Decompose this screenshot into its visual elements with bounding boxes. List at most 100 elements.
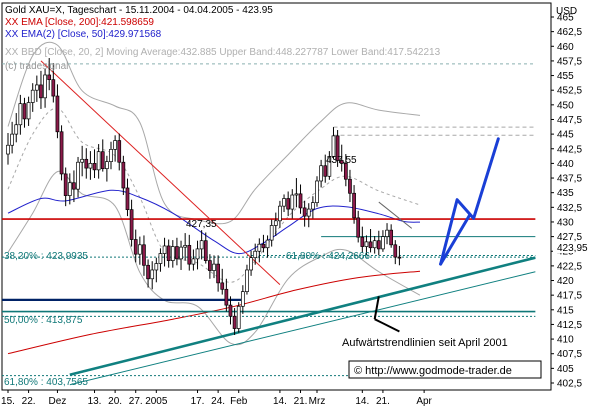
blue-forecast-arrow xyxy=(439,137,500,266)
candle-up xyxy=(327,156,332,177)
x-tick-label: Dez xyxy=(49,396,67,407)
candle-up xyxy=(34,84,39,91)
ema50-line xyxy=(7,189,421,255)
candle-up xyxy=(282,198,286,207)
bbd-legend: XX BBD [Close, 20, 2] Moving Average:432… xyxy=(5,47,441,58)
candle-down xyxy=(142,244,146,266)
candle-up xyxy=(6,144,10,155)
candle-up xyxy=(150,269,155,280)
candle-up xyxy=(76,161,80,190)
fib-50-00-label: 50,00% : 413,875 xyxy=(4,315,83,326)
x-tick-label: 20. xyxy=(108,396,122,407)
candle-down xyxy=(389,229,394,246)
y-tick-label: 465 xyxy=(557,13,574,24)
x-tick-label: 14. xyxy=(273,396,287,407)
website-label[interactable]: © http://www.godmode-trader.de xyxy=(354,365,512,377)
y-tick-label: 417,5 xyxy=(557,291,582,302)
candle-down xyxy=(232,315,237,329)
candle-up xyxy=(265,239,270,249)
candle-up xyxy=(179,246,183,260)
x-tick-label: 15. xyxy=(1,396,15,407)
candle-down xyxy=(208,260,212,271)
trendline-caption: Aufwärtstrendlinien seit April 2001 xyxy=(342,337,508,349)
candle-up xyxy=(26,102,31,120)
candle-up xyxy=(183,245,188,248)
candle-up xyxy=(269,225,274,241)
y-tick-label: 442,5 xyxy=(557,144,582,155)
usd-axis-unit: USD xyxy=(556,6,577,17)
candle-up xyxy=(236,305,241,329)
candle-down xyxy=(348,178,352,194)
y-tick-label: 457,5 xyxy=(557,56,582,67)
candle-down xyxy=(376,240,381,250)
candle-up xyxy=(331,135,336,157)
candle-down xyxy=(352,192,356,219)
candle-up xyxy=(43,74,47,99)
x-tick-label: Apr xyxy=(416,396,432,407)
candle-up xyxy=(137,244,142,255)
fib-61-80-bottom-label: 61,80% : 403,7565 xyxy=(4,377,88,388)
candle-up xyxy=(315,180,319,203)
candle-up xyxy=(273,220,278,226)
last-price-label: 423,95 xyxy=(557,243,588,254)
blue-forecast-branch xyxy=(439,214,471,266)
red-downtrend-line xyxy=(40,60,281,285)
black-annotation-pointer xyxy=(374,318,400,333)
candle-up xyxy=(306,208,311,217)
watermark: (c) tradesignal xyxy=(5,61,68,72)
candle-up xyxy=(381,236,385,250)
candle-up xyxy=(170,246,175,261)
candle-up xyxy=(319,165,323,182)
x-tick-label: 17. xyxy=(191,396,205,407)
y-tick-label: 412,5 xyxy=(557,320,582,331)
candle-down xyxy=(166,245,171,261)
candle-down xyxy=(220,282,225,290)
y-tick-label: 422,5 xyxy=(557,261,582,272)
label-427-35: 427,35 xyxy=(186,219,217,230)
x-tick-label: 22. xyxy=(22,396,36,407)
y-tick-label: 405 xyxy=(557,364,574,375)
candle-up xyxy=(364,241,369,247)
candle-up xyxy=(109,148,113,162)
candle-up xyxy=(199,240,204,250)
candle-up xyxy=(162,245,167,254)
y-tick-label: 410 xyxy=(557,335,574,346)
candle-up xyxy=(191,258,196,265)
candle-down xyxy=(298,193,303,209)
candle-down xyxy=(335,135,340,161)
x-tick-label: 24. xyxy=(211,396,225,407)
x-tick-label: Mrz xyxy=(309,396,326,407)
candle-up xyxy=(195,248,200,260)
x-tick-label: Feb xyxy=(230,396,248,407)
candle-down xyxy=(133,239,138,255)
ema50-legend: XX EMA(2) [Close, 50]:429.971568 xyxy=(5,29,162,40)
candle-down xyxy=(224,288,229,306)
y-tick-label: 460 xyxy=(557,42,574,53)
candle-up xyxy=(14,124,19,135)
candle-up xyxy=(105,161,109,170)
plot-frame xyxy=(1,2,552,391)
teal-uptrend-line xyxy=(69,256,536,377)
y-tick-label: 450 xyxy=(557,100,574,111)
y-tick-label: 455 xyxy=(557,71,574,82)
candle-down xyxy=(59,131,64,175)
teal-lower-trend-line xyxy=(69,271,536,386)
candle-up xyxy=(372,240,377,249)
y-tick-label: 437,5 xyxy=(557,174,582,185)
x-tick-label: 13. xyxy=(88,396,102,407)
y-tick-label: 402,5 xyxy=(557,379,582,390)
candle-up xyxy=(290,194,295,210)
candle-down xyxy=(216,263,220,284)
candle-down xyxy=(323,165,328,177)
candle-up xyxy=(212,263,216,271)
candle-down xyxy=(63,173,68,196)
x-tick-label: 21. xyxy=(294,396,308,407)
candle-down xyxy=(47,74,52,81)
y-tick-label: 447,5 xyxy=(557,115,582,126)
ema200-legend: XX EMA [Close, 200]:421.598659 xyxy=(5,17,154,28)
candle-up xyxy=(158,253,163,264)
candle-up xyxy=(294,193,299,196)
x-tick-label: 14. xyxy=(355,396,369,407)
candle-down xyxy=(302,207,307,217)
